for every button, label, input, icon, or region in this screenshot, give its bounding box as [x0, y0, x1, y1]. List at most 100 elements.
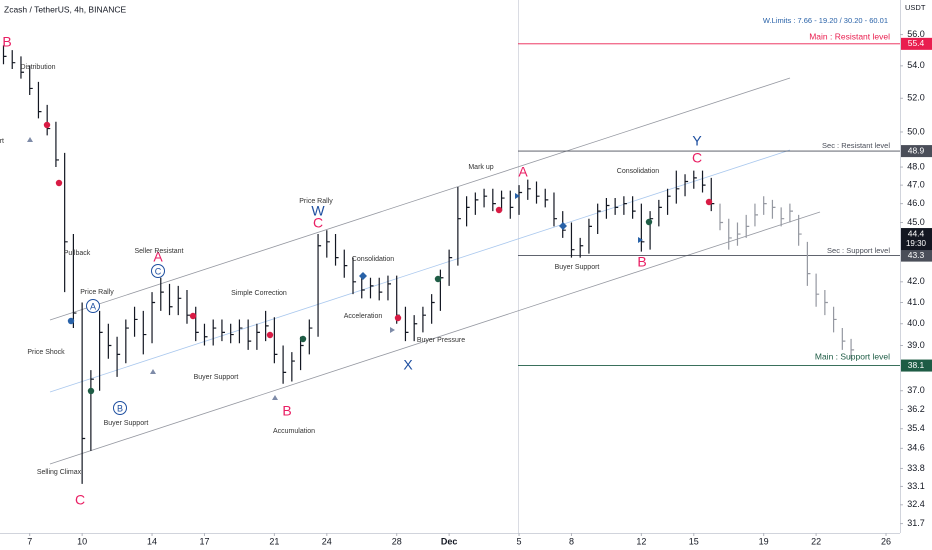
ohlc-bar [230, 323, 234, 344]
wave-label: B [117, 403, 123, 413]
x-tick-label: 15 [689, 536, 699, 546]
wave-label: C [75, 492, 85, 508]
sell-dot [394, 314, 402, 322]
level-price-label: 55.4 [908, 38, 925, 48]
ohlc-bar [422, 306, 426, 333]
wave-label: C [313, 215, 323, 231]
ohlc-bar [387, 275, 392, 301]
ohlc-bar [771, 199, 776, 219]
ohlc-bar [90, 370, 94, 451]
ohlc-bar [754, 203, 759, 227]
ohlc-bar [308, 319, 313, 355]
x-tick-label: 7 [27, 536, 32, 546]
ohlc-bar [806, 241, 811, 286]
wave-label: Y [692, 133, 702, 149]
x-tick-label: 12 [636, 536, 646, 546]
y-tick-label: 31.7 [907, 518, 925, 528]
x-tick-label: 17 [199, 536, 209, 546]
x-tick-label: 5 [517, 536, 522, 546]
ohlc-bar [605, 198, 610, 219]
ohlc-bar [186, 290, 191, 324]
ohlc-bar [2, 45, 7, 65]
ohlc-bar [763, 196, 767, 215]
ohlc-bar [99, 310, 103, 391]
wave-label: B [282, 403, 291, 419]
ohlc-bar [579, 237, 584, 258]
sell-dot [495, 206, 503, 214]
sell-dot [55, 179, 63, 187]
ohlc-bar [116, 336, 121, 377]
ohlc-bar [195, 306, 199, 342]
ohlc-bar [282, 345, 287, 384]
y-tick-label: 33.1 [907, 481, 925, 491]
ohlc-bar [160, 277, 164, 311]
y-tick-label: 47.0 [907, 180, 925, 190]
ohlc-bar [317, 234, 322, 337]
ohlc-bar [46, 104, 51, 136]
triangle [390, 327, 395, 333]
note-label: Price Rally [299, 198, 333, 205]
note-label: Buyer Support [194, 374, 239, 381]
ohlc-bar [29, 65, 33, 95]
sell-dot [705, 198, 713, 206]
ohlc-bar [728, 218, 732, 250]
level-label: Main : Support level [815, 351, 890, 361]
ohlc-bar [632, 196, 636, 219]
ohlc-bar [518, 185, 523, 215]
ohlc-bar [544, 188, 549, 208]
ohlc-bar [457, 186, 461, 266]
ohlc-bar [719, 203, 724, 231]
chart-title: Zcash / TetherUS, 4h, BINANCE [4, 4, 127, 14]
ohlc-bar [483, 188, 488, 208]
ohlc-bar [404, 306, 409, 342]
note-label: Simple Correction [231, 290, 287, 297]
note-label: Acceleration [344, 313, 383, 320]
ohlc-bar [247, 319, 252, 350]
marks [2, 43, 900, 484]
ohlc-bar [710, 177, 715, 212]
triangle [515, 193, 520, 199]
buy-dot [645, 218, 653, 226]
y-tick-label: 42.0 [907, 276, 925, 286]
triangle [272, 395, 278, 400]
y-unit: USDT [905, 3, 926, 12]
note-label: Price Shock [27, 349, 65, 356]
y-tick-label: 41.0 [907, 297, 925, 307]
ohlc-bar [256, 323, 260, 350]
note-label: Buyer Pressure [417, 337, 465, 344]
buy-dot [434, 275, 442, 283]
triangle [27, 137, 33, 142]
ohlc-bar [343, 249, 348, 278]
ohlc-bar [841, 328, 846, 350]
y-tick-label: 40.0 [907, 318, 925, 328]
ohlc-bar [72, 234, 77, 329]
triangle [638, 237, 643, 243]
ohlc-bar [535, 181, 540, 204]
ohlc-bar [334, 234, 339, 266]
y-tick-label: 35.4 [907, 423, 925, 433]
ohlc-bar [745, 214, 750, 238]
level-price-label: 38.1 [908, 360, 925, 370]
x-tick-label: 21 [269, 536, 279, 546]
ohlc-bar [815, 273, 820, 307]
ohlc-bar [299, 336, 304, 371]
ohlc-bar [273, 317, 278, 364]
note-label: Buyer Support [555, 264, 600, 271]
ohlc-bar [81, 302, 86, 484]
ohlc-bar [509, 190, 514, 219]
ohlc-bar [500, 190, 505, 212]
x-tick-label: 10 [77, 536, 87, 546]
channel-upper [49, 77, 791, 321]
ohlc-bar [265, 310, 269, 342]
ohlc-bar [37, 81, 42, 119]
ohlc-bar [326, 230, 330, 258]
ohlc-bar [658, 199, 662, 227]
y-tick-label: 54.0 [907, 60, 925, 70]
level-price-label: 48.9 [908, 145, 925, 155]
ohlc-bar [649, 211, 654, 250]
level-price-tag [901, 145, 932, 158]
x-tick-label: Dec [441, 536, 458, 546]
x-tick-label: 14 [147, 536, 157, 546]
ohlc-bar [492, 188, 496, 212]
